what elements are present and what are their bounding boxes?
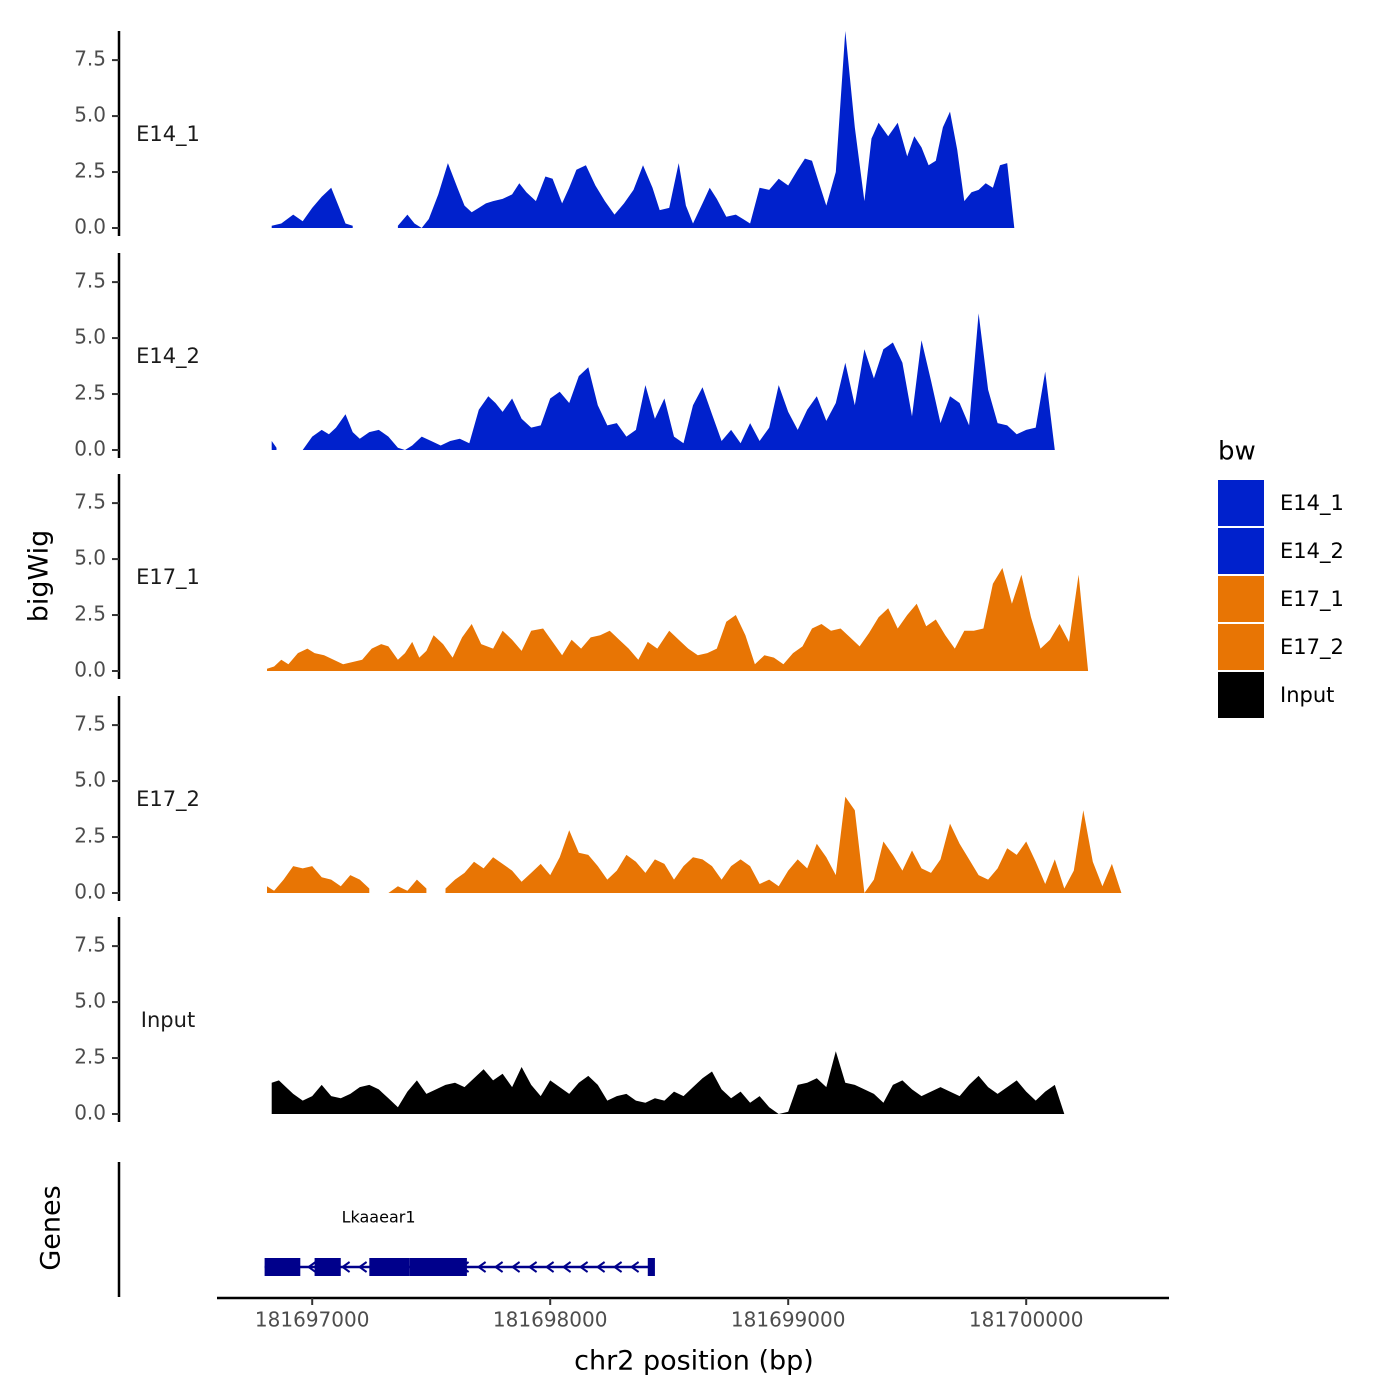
track-panels: 0.0 2.5 5.0 7.5 E14_1 0.0 2.5 5.0 7.5 E14_2 0.0 2.5… [74,31,1122,1125]
y-tick-label: 5.0 [74,325,106,349]
gene-label: Lkaaear1 [342,1208,416,1227]
strand-arrow [612,1261,623,1273]
strand-arrow [493,1261,504,1273]
panel-label-input: Input [141,1008,195,1032]
area-e17_2-segment-0 [267,866,370,893]
area-e14_1-segment-1 [397,31,1015,228]
y-tick-label: 2.5 [74,381,106,405]
panel-input: 0.0 2.5 5.0 7.5 Input [74,917,1065,1125]
legend-label-input: Input [1280,683,1334,707]
panel-e17_1: 0.0 2.5 5.0 7.5 E17_1 [74,474,1089,682]
y-tick-label: 7.5 [74,269,106,293]
exon-3 [409,1258,467,1276]
legend-key-input [1218,672,1264,718]
y-tick-label: 0.0 [74,658,106,682]
x-tick-label: 181699000 [731,1308,846,1332]
panel-label-e14_1: E14_1 [136,122,200,147]
area-e14_2-segment-0 [271,441,277,450]
legend: bw E14_1 E14_2 E17_1 E17_2 Input [1218,437,1344,718]
panel-e17_2: 0.0 2.5 5.0 7.5 E17_2 [74,696,1122,904]
x-axis-title: chr2 position (bp) [574,1346,814,1377]
y-tick-label: 5.0 [74,103,106,127]
y-tick-label: 7.5 [74,933,106,957]
y-tick-label: 7.5 [74,712,106,736]
strand-arrow [578,1261,589,1273]
area-e17_1-segment-0 [267,568,1089,671]
y-tick-label: 7.5 [74,490,106,514]
legend-label-e17_1: E17_1 [1280,587,1344,612]
strand-arrow [357,1261,368,1273]
y-tick-label: 5.0 [74,989,106,1013]
y-tick-label: 0.0 [74,1101,106,1125]
legend-key-e17_2 [1218,624,1264,670]
exon-4 [647,1258,655,1276]
legend-label-e14_1: E14_1 [1280,491,1344,516]
gene-lkaaear1: Lkaaear1 [264,1208,655,1276]
legend-key-e17_1 [1218,576,1264,622]
legend-title: bw [1218,437,1256,467]
legend-label-e14_2: E14_2 [1280,539,1344,564]
y-tick-label: 2.5 [74,159,106,183]
strand-arrow [340,1261,351,1273]
legend-key-e14_1 [1218,480,1264,526]
x-tick-label: 181698000 [493,1308,608,1332]
legend-key-e14_2 [1218,528,1264,574]
area-e17_2-segment-1 [388,879,427,893]
y-axis-title: bigWig [24,530,55,623]
area-e14_1-segment-0 [271,187,353,228]
area-e14_2-segment-1 [302,313,1055,450]
y-tick-label: 0.0 [74,215,106,239]
y-tick-label: 5.0 [74,546,106,570]
panel-e14_1: 0.0 2.5 5.0 7.5 E14_1 [74,31,1015,239]
legend-label-e17_2: E17_2 [1280,635,1344,660]
strand-arrow [476,1261,487,1273]
y-tick-label: 2.5 [74,824,106,848]
strand-arrow [510,1261,521,1273]
exon-0 [264,1258,301,1276]
y-tick-label: 0.0 [74,437,106,461]
y-tick-label: 7.5 [74,47,106,71]
exon-2 [369,1258,410,1276]
area-input-segment-0 [271,1051,1065,1114]
genes-axis-title: Genes [36,1185,67,1270]
panel-label-e17_1: E17_1 [136,565,200,590]
area-e17_2-segment-2 [445,796,1122,893]
panel-label-e14_2: E14_2 [136,344,200,369]
strand-arrow [561,1261,572,1273]
panel-e14_2: 0.0 2.5 5.0 7.5 E14_2 [74,253,1055,461]
strand-arrow [306,1261,317,1273]
strand-arrow [527,1261,538,1273]
strand-arrow [595,1261,606,1273]
genes-panel: Genes Lkaaear1 [36,1162,655,1297]
y-tick-label: 5.0 [74,768,106,792]
x-tick-label: 181697000 [255,1308,370,1332]
y-tick-label: 2.5 [74,1045,106,1069]
strand-arrow [544,1261,555,1273]
panel-label-e17_2: E17_2 [136,787,200,812]
x-tick-label: 181700000 [969,1308,1084,1332]
strand-arrow [629,1261,640,1273]
exon-1 [314,1258,341,1276]
x-axis: chr2 position (bp) 181697000 181698000 181… [217,1296,1169,1377]
y-tick-label: 2.5 [74,602,106,626]
y-tick-label: 0.0 [74,880,106,904]
